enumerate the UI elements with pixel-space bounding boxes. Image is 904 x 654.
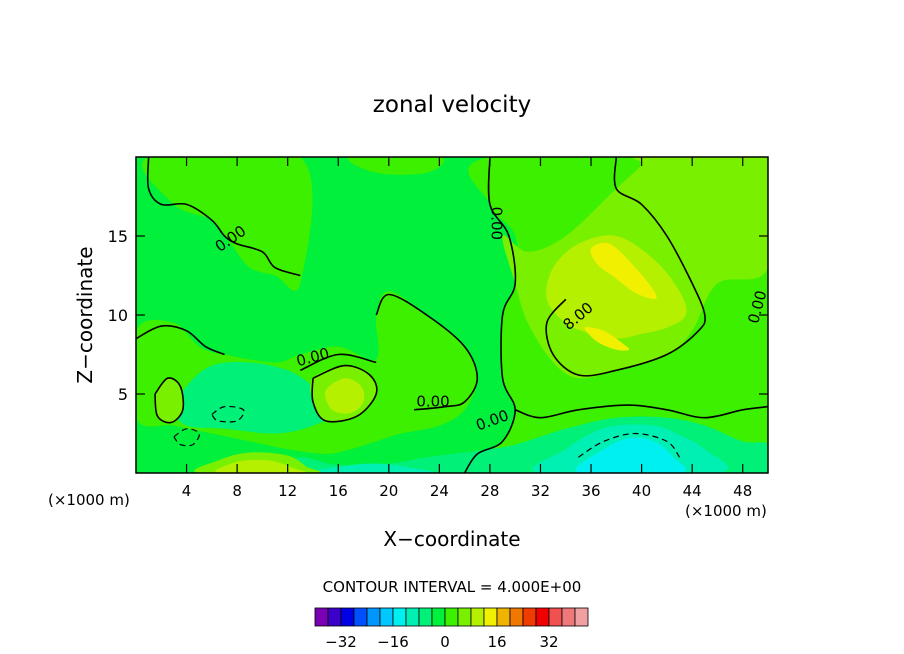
x-tick-label: 40 <box>632 482 651 500</box>
contour-interval-text: CONTOUR INTERVAL = 4.000E+00 <box>323 578 582 596</box>
colorbar-swatch <box>470 607 485 627</box>
colorbar-swatch <box>353 607 368 627</box>
contour-line <box>311 364 378 423</box>
contour-fill-layer <box>136 157 768 473</box>
colorbar-swatch <box>431 607 446 627</box>
colorbar-swatch <box>561 607 576 627</box>
x-unit-left: (×1000 m) <box>48 491 130 509</box>
x-unit-right: (×1000 m) <box>685 502 767 520</box>
contour-line <box>463 157 517 473</box>
x-tick-label: 32 <box>531 482 550 500</box>
x-tick-label: 48 <box>733 482 752 500</box>
x-tick-label: 12 <box>278 482 297 500</box>
negative-contour-line <box>211 405 245 423</box>
contour-line-layer <box>136 157 768 473</box>
x-tick-label: 44 <box>683 482 702 500</box>
negative-contour-line <box>173 428 200 447</box>
contour-label: 0.00 <box>488 207 506 240</box>
colorbar-swatch <box>366 607 381 627</box>
colorbar-tick-label: −32 <box>325 633 357 651</box>
colorbar-swatch <box>483 607 498 627</box>
colorbar-swatch <box>379 607 394 627</box>
colorbar-swatch <box>405 607 420 627</box>
contour-label: 0.00 <box>416 392 449 410</box>
contour-region <box>154 377 184 423</box>
x-axis-label: X−coordinate <box>383 527 520 551</box>
contour-line <box>375 293 479 411</box>
colorbar-swatch <box>418 607 433 627</box>
colorbar-swatch <box>548 607 563 627</box>
contour-region <box>142 157 313 291</box>
x-tick-label: 24 <box>430 482 449 500</box>
contour-region <box>215 459 306 473</box>
y-axis-label: Z−coordinate <box>73 246 97 383</box>
contour-region <box>309 463 434 473</box>
x-tick-label: 28 <box>480 482 499 500</box>
contour-line <box>154 377 185 424</box>
x-tick-label: 8 <box>232 482 242 500</box>
y-tick-label: 15 <box>108 227 128 246</box>
contour-line <box>136 324 225 356</box>
negative-contour-line <box>578 432 680 458</box>
colorbar-tick-label: 0 <box>440 633 450 651</box>
colorbar-swatch <box>522 607 537 627</box>
contour-line <box>545 157 706 377</box>
x-tick-label: 20 <box>379 482 398 500</box>
x-tick-label: 36 <box>581 482 600 500</box>
contour-region <box>325 378 365 414</box>
contour-line <box>299 353 377 372</box>
contour-region <box>575 437 686 473</box>
colorbar-swatch <box>457 607 472 627</box>
y-tick-label: 10 <box>108 306 128 325</box>
colorbar-swatch <box>509 607 524 627</box>
colorbar-swatch <box>444 607 459 627</box>
colorbar-tick-label: −16 <box>377 633 409 651</box>
contour-region <box>546 235 687 339</box>
x-tick-label: 4 <box>182 482 192 500</box>
colorbar-swatch <box>496 607 511 627</box>
colorbar-swatch <box>340 607 355 627</box>
colorbar-swatch <box>327 607 342 627</box>
colorbar-swatch <box>574 607 589 627</box>
colorbar-tick-label: 32 <box>539 633 558 651</box>
x-tick-label: 16 <box>329 482 348 500</box>
colorbar-swatch <box>535 607 550 627</box>
contour-line <box>514 404 768 419</box>
y-tick-label: 5 <box>118 385 128 404</box>
colorbar-swatch <box>392 607 407 627</box>
colorbar-tick-label: 16 <box>487 633 506 651</box>
chart-title: zonal velocity <box>373 92 531 118</box>
colorbar: −32 −16 0 16 32 <box>314 607 589 651</box>
contour-region <box>348 157 445 175</box>
contour-line <box>146 157 301 277</box>
contour-region <box>584 326 630 351</box>
colorbar-swatch <box>314 607 329 627</box>
contour-region <box>173 361 339 434</box>
contour-region <box>590 242 657 300</box>
